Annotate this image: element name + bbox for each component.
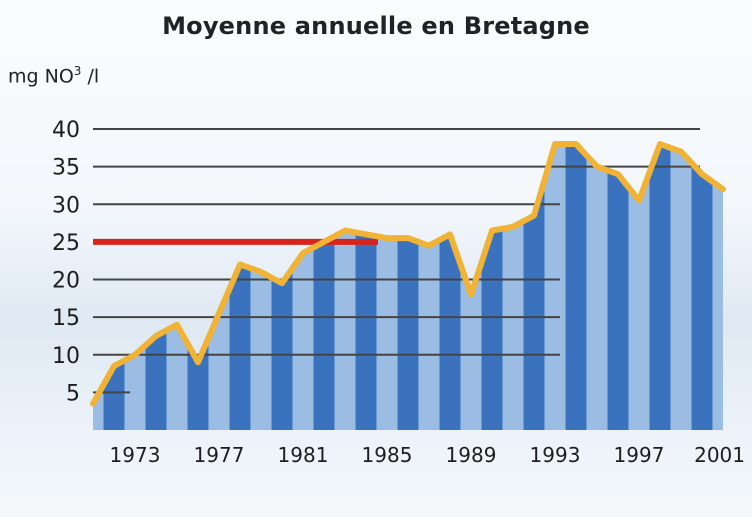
bar-1987 (418, 239, 440, 430)
y-tick-15: 15 (52, 306, 80, 331)
bar-1985 (376, 236, 398, 430)
bar-1993 (544, 144, 566, 431)
bar-1983 (334, 230, 356, 430)
grid-layer (93, 128, 700, 394)
x-tick-1993: 1993 (530, 443, 581, 467)
bar-1984 (355, 232, 377, 430)
y-tick-30: 30 (52, 193, 80, 218)
bar-1971 (93, 384, 104, 430)
x-tick-1981: 1981 (278, 443, 329, 467)
bar-1973 (124, 345, 146, 430)
bar-1980 (271, 268, 293, 430)
bar-1998 (649, 144, 671, 431)
y-tick-40: 40 (52, 118, 80, 143)
x-tick-1989: 1989 (446, 443, 497, 467)
x-tick-1997: 1997 (614, 443, 665, 467)
bars-layer (93, 144, 723, 431)
bar-1996 (607, 170, 629, 430)
y-tick-20: 20 (52, 269, 80, 294)
bar-1995 (586, 155, 608, 430)
bar-1999 (670, 147, 692, 430)
bar-1976 (187, 337, 209, 430)
y-tick-10: 10 (52, 344, 80, 369)
bar-1992 (523, 179, 545, 430)
y-unit-tail: /l (81, 65, 100, 88)
bar-1989 (460, 262, 482, 430)
bar-1978 (229, 264, 251, 430)
series-line (90, 141, 726, 407)
bar-1977 (208, 288, 230, 430)
y-unit-main: mg NO (8, 65, 74, 88)
x-tick-2001: 2001 (694, 443, 745, 467)
bar-1988 (439, 234, 461, 430)
bar-1979 (250, 268, 272, 430)
bar-1982 (313, 236, 335, 430)
y-tick-layer: 5 10 15 20 25 30 35 40 (52, 118, 80, 406)
line-layer (90, 141, 726, 407)
x-tick-1985: 1985 (362, 443, 413, 467)
chart-title: Moyenne annuelle en Bretagne (162, 12, 590, 40)
bar-1981 (292, 247, 314, 430)
bar-2001 (712, 181, 723, 430)
bar-1994 (565, 144, 587, 431)
y-tick-25: 25 (52, 231, 80, 256)
y-tick-5: 5 (66, 381, 80, 406)
bar-1975 (166, 324, 188, 430)
bar-1997 (628, 172, 650, 431)
y-axis-unit-label: mg NO3 /l (8, 64, 99, 87)
x-tick-1977: 1977 (194, 443, 245, 467)
y-unit-subscript: 3 (73, 64, 82, 78)
y-tick-35: 35 (52, 156, 80, 181)
bar-1986 (397, 238, 419, 430)
x-tick-layer: 1973 1977 1981 1985 1989 1993 1997 2001 (110, 443, 745, 467)
x-tick-1973: 1973 (110, 443, 161, 467)
bar-2000 (691, 162, 713, 431)
bar-1991 (502, 221, 524, 430)
